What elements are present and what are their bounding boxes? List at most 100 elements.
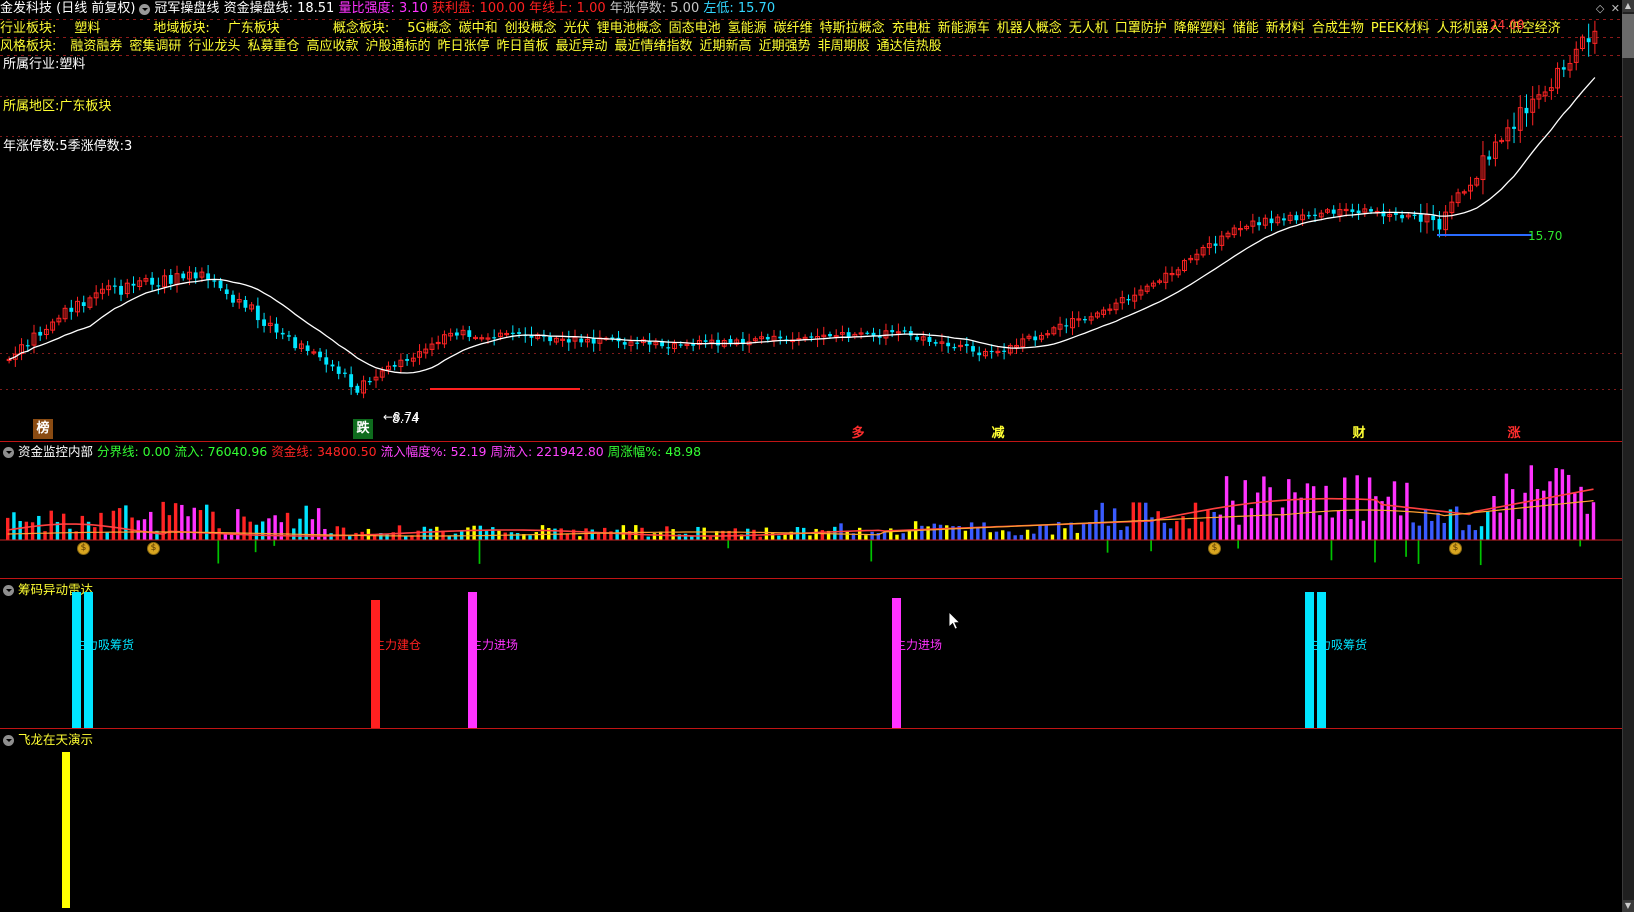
panel-field: 资金线: 34800.50	[271, 444, 381, 459]
sector-item[interactable]: 低空经济	[1508, 21, 1561, 36]
sector-item[interactable]: 无人机	[1068, 21, 1108, 36]
panel-divider-1	[0, 441, 1634, 442]
flying-dragon-signal-bar	[62, 752, 70, 908]
sector-item[interactable]: 融资融券	[70, 39, 123, 54]
fund-coin-icon	[1449, 542, 1462, 555]
sector-group-label: 概念板块:	[332, 21, 390, 36]
sector-row-1[interactable]: 行业板块: 塑料 地域板块: 广东板块 概念板块: 5G概念 碳中和 创投概念 光伏 锂电池概念固…	[0, 20, 1568, 38]
sector-item[interactable]: 最近情绪指数	[614, 39, 693, 54]
radar-signal-bar	[1317, 592, 1326, 728]
panel-title: 资金监控内部	[18, 444, 94, 459]
sector-item[interactable]: 口罩防护	[1114, 21, 1167, 36]
sector-item[interactable]: 密集调研	[129, 39, 182, 54]
sector-item[interactable]: 机器人概念	[996, 21, 1062, 36]
sector-group-label: 行业板块:	[0, 21, 57, 36]
sector-item[interactable]: PEEK材料	[1370, 21, 1430, 36]
price-tag: 15.70	[1528, 229, 1563, 243]
radar-signal-bar	[1305, 592, 1314, 728]
close-icon[interactable]: ✕	[1610, 2, 1620, 15]
panel-field: 周涨幅%: 48.98	[607, 444, 702, 459]
panel-field: 流入幅度%: 52.19	[380, 444, 491, 459]
sector-item[interactable]: 特斯拉概念	[819, 21, 885, 36]
sector-group-label: 地域板块:	[153, 21, 210, 36]
fund-coin-icon	[77, 542, 90, 555]
support-line-red	[430, 388, 580, 390]
minimize-icon[interactable]: ◇	[1595, 2, 1605, 15]
divider-dotted-3	[0, 55, 1634, 56]
sector-item[interactable]: 充电桩	[891, 21, 931, 36]
sector-item[interactable]: 降解塑料	[1173, 21, 1226, 36]
panel-collapse-icon[interactable]	[3, 585, 14, 596]
header-field: 量比强度: 3.10	[338, 1, 433, 16]
chart-info-label: 年涨停数:5季涨停数:3	[3, 139, 133, 154]
sector-item[interactable]: 合成生物	[1311, 21, 1364, 36]
sector-item[interactable]: 沪股通标的	[365, 39, 431, 54]
header-field: 资金操盘线: 18.51	[223, 1, 339, 16]
sector-item[interactable]: 创投概念	[504, 21, 557, 36]
sector-item[interactable]: 固态电池	[668, 21, 721, 36]
sector-item[interactable]: 近期新高	[699, 39, 752, 54]
panel-field: 周流入: 221942.80	[490, 444, 608, 459]
indicator-name: 冠军操盘线	[154, 1, 224, 16]
sector-item[interactable]: 锂电池概念	[596, 21, 662, 36]
scroll-down-icon[interactable]: ▼	[1622, 900, 1634, 912]
support-line-blue	[1437, 234, 1532, 236]
sector-item[interactable]: 新材料	[1265, 21, 1305, 36]
scroll-thumb[interactable]	[1622, 14, 1634, 58]
sector-item[interactable]: 通达信热股	[876, 39, 942, 54]
gridline	[0, 389, 1634, 390]
flying-dragon-panel[interactable]	[0, 728, 1634, 912]
fund-monitor-header[interactable]: 资金监控内部 分界线: 0.00 流入: 76040.96 资金线: 34800…	[0, 443, 701, 460]
sector-item[interactable]: 非周期股	[817, 39, 870, 54]
sector-item[interactable]: 最近异动	[555, 39, 608, 54]
sector-item[interactable]: 广东板块	[227, 21, 280, 36]
panel-collapse-icon[interactable]	[3, 735, 14, 746]
sector-item[interactable]: 私募重仓	[247, 39, 300, 54]
divider-dotted-1	[0, 19, 1634, 20]
panel-collapse-icon[interactable]	[3, 447, 14, 458]
radar-signal-bar	[371, 600, 380, 728]
scroll-up-icon[interactable]: ▲	[1622, 0, 1634, 12]
vertical-scrollbar[interactable]: ▲ ▼	[1622, 0, 1634, 912]
window-controls[interactable]: ◇ ✕	[1593, 2, 1620, 15]
candles-layer	[6, 20, 1598, 399]
gridline	[0, 96, 1634, 97]
radar-signal-label: 主力进场	[470, 638, 519, 652]
chart-signal-badge: 减	[991, 426, 1005, 441]
sector-item[interactable]: 储能	[1232, 21, 1259, 36]
flying-dragon-header[interactable]: 飞龙在天演示	[0, 731, 93, 748]
stock-title-row: 金发科技 (日线 前复权) 冠军操盘线 资金操盘线: 18.51 量比强度: 3.…	[0, 0, 775, 18]
dropdown-icon[interactable]	[139, 3, 151, 15]
sector-item[interactable]: 近期强势	[758, 39, 811, 54]
sector-item[interactable]: 人形机器人	[1436, 21, 1502, 36]
stock-name[interactable]: 金发科技 (日线 前复权)	[0, 1, 136, 16]
sector-item[interactable]: 塑料	[74, 21, 101, 36]
radar-signal-bar	[84, 592, 93, 728]
radar-signal-label: 主力进场	[894, 638, 943, 652]
radar-signal-bar	[892, 598, 901, 728]
sector-item[interactable]: 碳中和	[458, 21, 498, 36]
sector-item[interactable]: 氢能源	[727, 21, 767, 36]
sector-row-2[interactable]: 风格板块: 融资融券 密集调研 行业龙头 私募重仓 高应收款 沪股通标的 昨日张停 昨日首板 最近…	[0, 38, 949, 56]
sector-item[interactable]: 光伏	[563, 21, 590, 36]
sector-item[interactable]: 行业龙头	[188, 39, 241, 54]
header-field: 年涨停数: 5.00	[609, 1, 704, 16]
sector-item[interactable]: 高应收款	[306, 39, 359, 54]
fund-monitor-panel[interactable]	[0, 458, 1634, 578]
fund-coin-icon	[1208, 542, 1221, 555]
radar-signal-label: 主力吸筹货	[74, 638, 135, 652]
radar-signal-label: 主力吸筹货	[1307, 638, 1368, 652]
fund-bars-layer	[0, 465, 1634, 566]
chart-info-label: 所属行业:塑料	[3, 57, 86, 72]
sector-group-label: 风格板块:	[0, 39, 57, 54]
chart-signal-badge: 榜	[33, 419, 53, 439]
sector-item[interactable]: 新能源车	[937, 21, 990, 36]
sector-item[interactable]: 昨日首板	[496, 39, 549, 54]
sector-item[interactable]: 5G概念	[407, 21, 452, 36]
sector-item[interactable]: 昨日张停	[437, 39, 490, 54]
low-price-arrow: ←8.74	[383, 410, 420, 424]
sector-item[interactable]: 碳纤维	[773, 21, 813, 36]
chip-radar-panel[interactable]: 主力吸筹货 主力建仓 主力进场 主力进场 主力吸筹货	[0, 582, 1634, 728]
chart-signal-badge: 涨	[1507, 426, 1521, 441]
main-candlestick-chart[interactable]: 所属行业:塑料 所属地区:广东板块 年涨停数:5季涨停数:3 24.08 15.70 8…	[0, 0, 1634, 444]
